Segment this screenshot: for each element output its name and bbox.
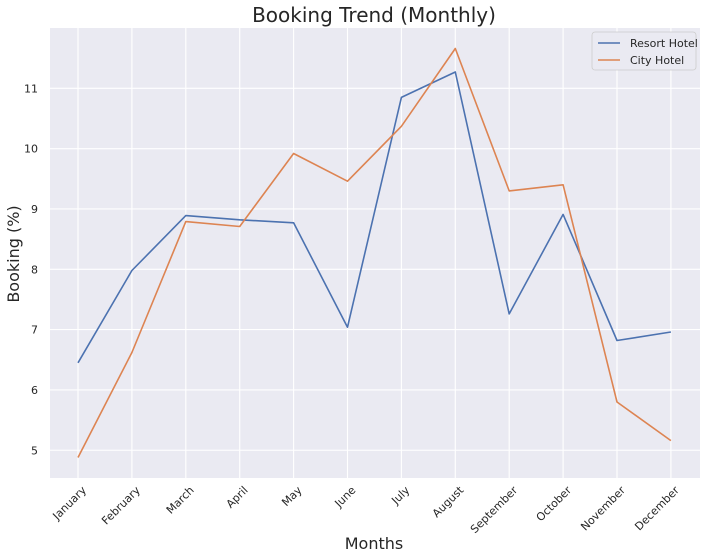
plot-background (50, 28, 700, 478)
x-tick-label: October (534, 483, 575, 524)
x-tick-label: May (279, 483, 305, 509)
x-tick-label: June (332, 484, 359, 511)
y-axis-title: Booking (%) (4, 205, 23, 302)
x-tick-label: November (578, 483, 628, 533)
x-tick-label: April (224, 484, 251, 511)
y-tick-label: 5 (31, 444, 38, 457)
x-axis-title: Months (345, 534, 403, 553)
legend: Resort Hotel City Hotel (591, 31, 698, 71)
x-tick-label: March (164, 484, 197, 517)
chart-title: Booking Trend (Monthly) (252, 3, 496, 27)
y-tick-label: 9 (31, 203, 38, 216)
y-tick-label: 8 (31, 263, 38, 276)
series-lines (77, 47, 672, 458)
y-tick-label: 10 (24, 143, 38, 156)
x-tick-label: January (50, 483, 90, 523)
y-axis-ticks: 5 6 7 8 9 10 11 (24, 82, 38, 457)
x-tick-label: December (632, 483, 682, 533)
x-tick-label: February (99, 483, 143, 527)
series-line-city-hotel (77, 47, 672, 458)
legend-label: City Hotel (630, 54, 684, 67)
x-axis-ticks: January February March April May June July Augu… (50, 483, 683, 536)
x-tick-label: September (468, 483, 521, 536)
series-line-resort-hotel (77, 71, 672, 364)
x-tick-label: August (430, 483, 467, 520)
x-tick-label: July (388, 483, 412, 507)
y-tick-label: 6 (31, 384, 38, 397)
legend-label: Resort Hotel (630, 37, 698, 50)
y-tick-label: 11 (24, 82, 38, 95)
y-tick-label: 7 (31, 324, 38, 337)
